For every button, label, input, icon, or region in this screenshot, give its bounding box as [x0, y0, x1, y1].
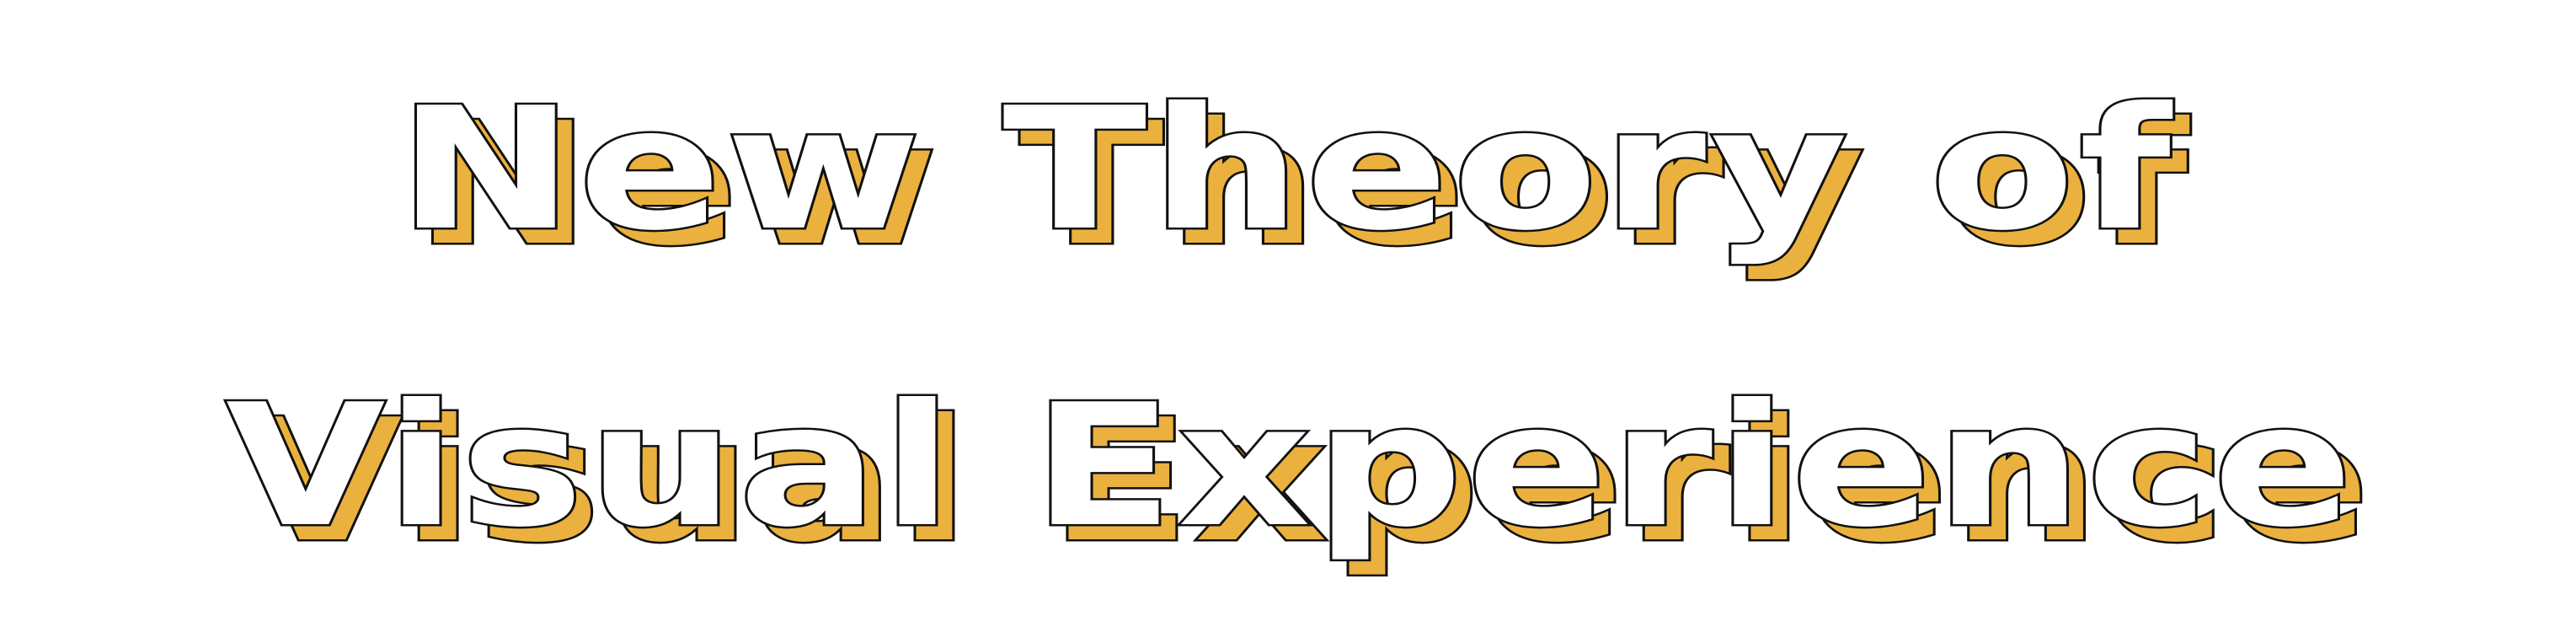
title-line-2-shadow: Visual Experience	[243, 383, 2374, 580]
title-line-1-shadow: New Theory of	[414, 87, 2192, 283]
title-line-2: Visual Experience	[226, 368, 2357, 565]
title-line-1: New Theory of	[398, 72, 2175, 268]
